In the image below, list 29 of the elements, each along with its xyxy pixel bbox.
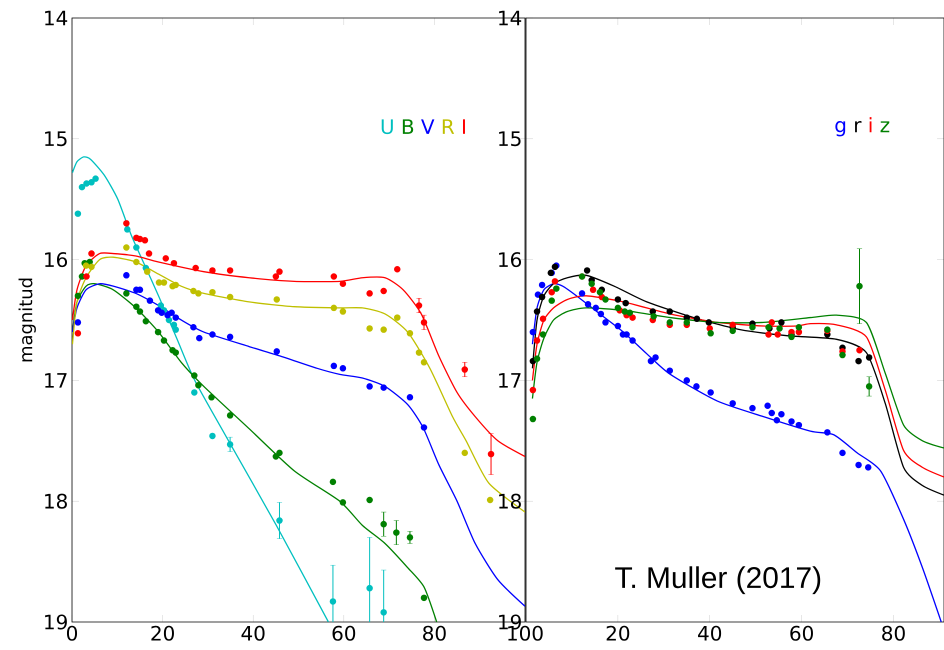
x-tick-label: 80 bbox=[882, 626, 905, 641]
x-tick-label: 60 bbox=[790, 626, 813, 641]
x-tick-label: 60 bbox=[332, 626, 356, 641]
annotation: T. Muller (2017) bbox=[615, 566, 820, 594]
y-tick-label: 19 bbox=[45, 614, 67, 630]
text: I bbox=[463, 119, 465, 134]
text: r bbox=[855, 121, 862, 132]
text: U bbox=[382, 119, 393, 134]
y-tick-label: 14 bbox=[45, 10, 68, 26]
x-tick-label: 80 bbox=[423, 626, 446, 641]
y-axis-title: magnitud bbox=[18, 278, 36, 362]
x-tick-label: 40 bbox=[698, 626, 722, 641]
text: i bbox=[870, 117, 872, 132]
y-tick-label: 18 bbox=[45, 494, 67, 509]
text: g bbox=[835, 121, 846, 136]
y-tick-label: 16 bbox=[45, 252, 68, 268]
y-tick-label: 15 bbox=[45, 131, 67, 146]
y-tick-label: 17 bbox=[499, 373, 521, 388]
x-tick-label: 0 bbox=[66, 626, 78, 641]
x-tick-label: 20 bbox=[151, 626, 174, 641]
text: B bbox=[402, 119, 414, 134]
text: R bbox=[442, 119, 454, 134]
text: z bbox=[880, 121, 890, 132]
y-tick-label: 17 bbox=[45, 373, 67, 388]
text: V bbox=[421, 119, 434, 134]
y-tick-label: 16 bbox=[499, 252, 522, 268]
x-tick-label: 20 bbox=[606, 626, 630, 641]
x-tick-label: 40 bbox=[242, 626, 265, 641]
y-tick-label: 15 bbox=[499, 131, 521, 146]
